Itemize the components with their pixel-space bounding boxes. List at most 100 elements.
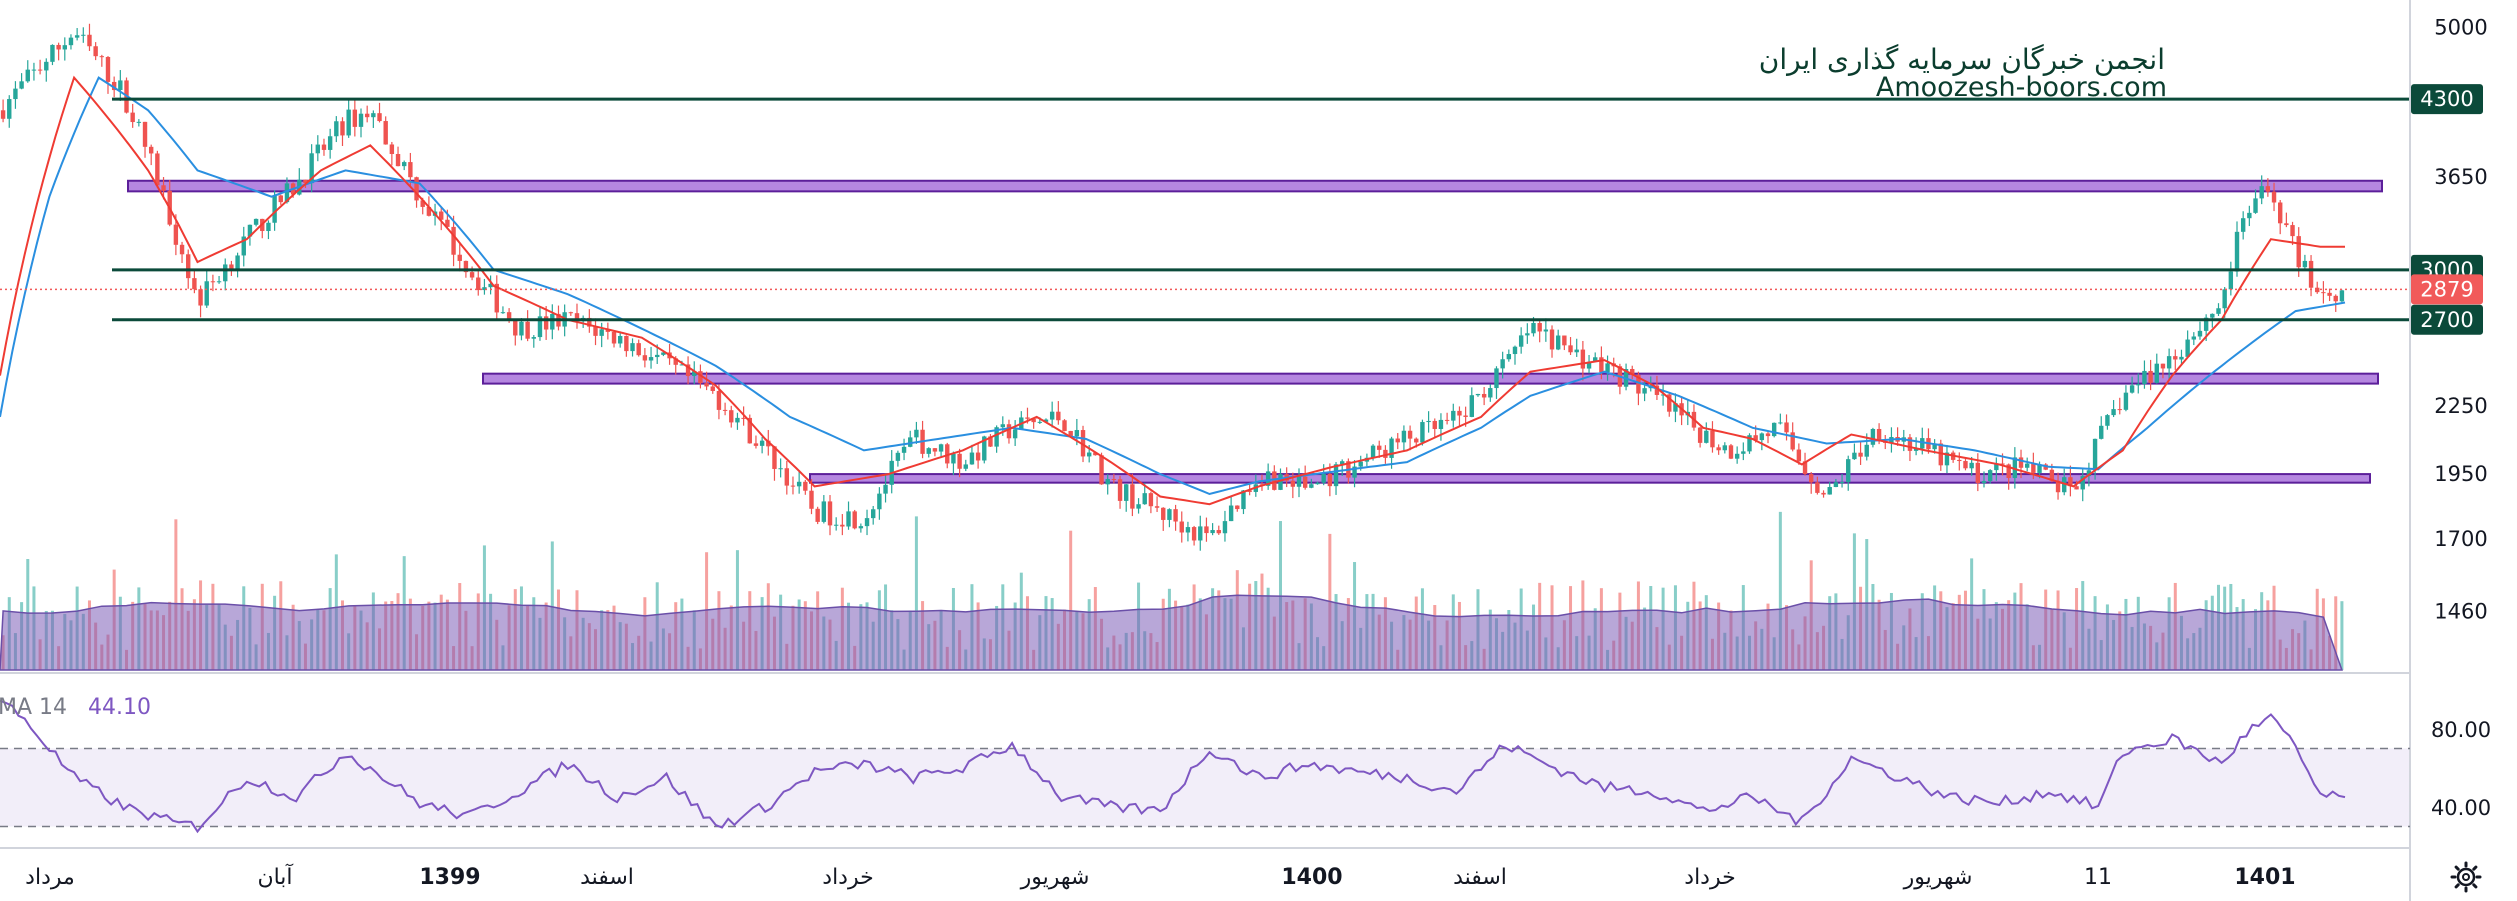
candle-body — [994, 427, 999, 447]
candle-body — [1920, 438, 1925, 449]
candle-body — [1148, 493, 1154, 507]
candle-body — [710, 386, 715, 391]
candle-body — [1198, 526, 1203, 541]
support-resistance-zone[interactable] — [127, 179, 2383, 193]
candle-body — [500, 312, 506, 314]
candle-body — [1673, 403, 1678, 412]
candle-body — [1784, 422, 1789, 433]
candle-body — [988, 436, 993, 447]
candle-body — [2240, 218, 2246, 232]
candle-body — [1599, 357, 1604, 373]
candle-body — [2123, 392, 2129, 410]
candle-body — [87, 34, 92, 47]
candle-body — [821, 501, 827, 522]
candle-body — [753, 443, 759, 446]
candle-body — [1870, 428, 1876, 445]
candle-body — [105, 57, 111, 82]
rsi-tick-label: 40.00 — [2431, 796, 2491, 820]
candle-body — [2000, 463, 2005, 465]
candle-body — [914, 429, 919, 438]
candle-body — [1420, 422, 1425, 443]
candle-body — [1315, 482, 1320, 485]
candle-body — [1043, 419, 1049, 422]
candle-body — [0, 110, 6, 119]
candle-body — [2179, 356, 2184, 360]
support-resistance-zone[interactable] — [809, 473, 2371, 484]
candle-body — [1124, 484, 1129, 501]
candle-body — [1765, 433, 1771, 437]
gear-icon[interactable] — [2450, 861, 2482, 893]
candle-body — [1395, 438, 1400, 443]
candle-body — [513, 320, 518, 336]
candle-body — [37, 69, 43, 71]
candle-body — [1716, 447, 1721, 451]
candle-body — [1235, 505, 1240, 510]
candle-body — [1401, 430, 1407, 443]
candle-body — [2086, 470, 2092, 477]
candle-body — [488, 283, 493, 288]
candle-body — [741, 417, 746, 419]
candle-body — [2055, 480, 2061, 493]
candle-body — [932, 448, 938, 452]
watermark-persian: انجمن خبرگان سرمایه گذاری ایران — [1759, 43, 2165, 76]
candle-body — [908, 437, 913, 447]
rsi-band-fill — [0, 748, 2410, 827]
candle-body — [7, 99, 12, 119]
candle-body — [852, 511, 857, 529]
candle-body — [2012, 457, 2018, 479]
candle-body — [574, 313, 580, 322]
time-axis[interactable]: مرداد آبان 1399 اسفند خرداد شهریور 1400 اسفند خر… — [25, 863, 2295, 890]
candle-body — [2154, 363, 2159, 383]
time-tick-label: 1399 — [419, 865, 480, 890]
candle-body — [951, 453, 956, 464]
candle-body — [611, 331, 617, 344]
candle-body — [969, 452, 975, 465]
candle-body — [2148, 370, 2153, 383]
candle-body — [457, 254, 462, 261]
support-resistance-zone[interactable] — [482, 372, 2379, 385]
candle-body — [1809, 474, 1814, 483]
candle-body — [334, 121, 339, 137]
candle-body — [877, 493, 882, 510]
candle-body — [1352, 466, 1357, 478]
candle-body — [1444, 419, 1450, 421]
candle-body — [1531, 323, 1536, 334]
candle-body — [247, 224, 253, 237]
candle-body — [463, 260, 469, 273]
candle-body — [1302, 476, 1308, 488]
candle-body — [1191, 527, 1197, 541]
candle-body — [1864, 444, 1869, 457]
candle-body — [1734, 453, 1740, 459]
candle-body — [235, 255, 240, 270]
candle-body — [1333, 464, 1339, 487]
candle-body — [982, 436, 987, 461]
candle-body — [945, 444, 950, 464]
time-tick-label: 1401 — [2234, 865, 2295, 890]
time-tick-label: اسفند — [580, 865, 634, 890]
candle-body — [2222, 289, 2227, 309]
candle-body — [1093, 452, 1098, 456]
candle-body — [1210, 530, 1215, 534]
candle-body — [1179, 521, 1184, 533]
level-tag — [2411, 84, 2483, 115]
candle-body — [1049, 411, 1055, 420]
candle-body — [796, 481, 802, 487]
candle-body — [1321, 473, 1326, 483]
candle-body — [1790, 432, 1795, 450]
candle-body — [1105, 479, 1110, 485]
candle-body — [1154, 506, 1160, 508]
candle-body — [1778, 422, 1783, 424]
candle-body — [630, 343, 635, 352]
candle-body — [1056, 411, 1061, 421]
candle-body — [1185, 527, 1191, 533]
volume-bar — [1778, 511, 1782, 670]
time-tick-label: 1400 — [1281, 865, 1342, 890]
candle-body — [1494, 368, 1499, 389]
candle-body — [2024, 463, 2030, 468]
candle-body — [1846, 459, 1851, 483]
candle-body — [395, 154, 401, 167]
candle-body — [1667, 394, 1672, 412]
candle-body — [1481, 393, 1487, 398]
